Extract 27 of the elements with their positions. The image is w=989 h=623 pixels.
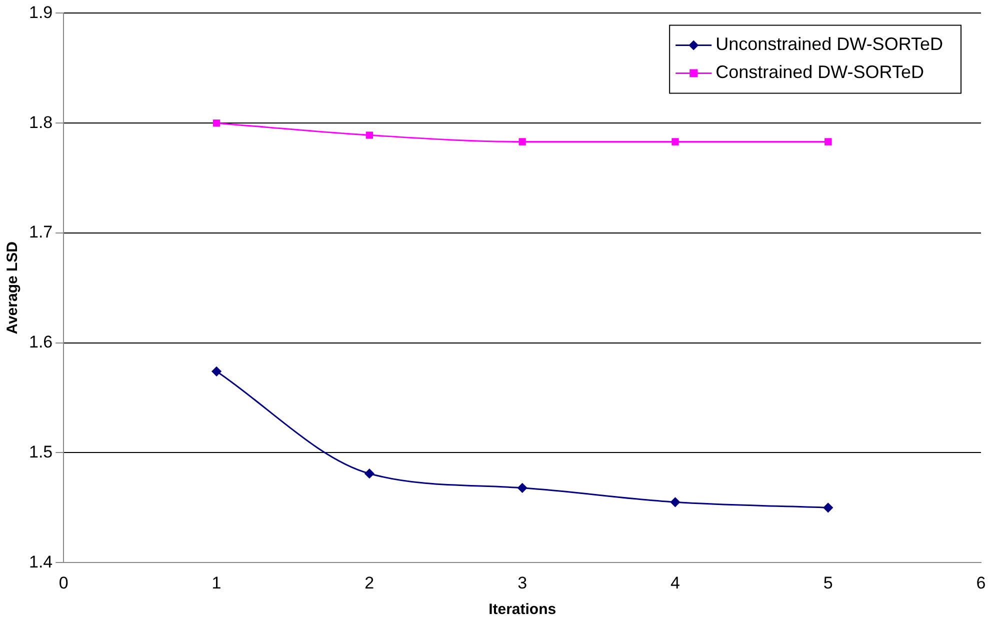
x-tick-label: 6: [976, 573, 986, 592]
point: [824, 138, 832, 146]
point: [518, 483, 528, 493]
point: [670, 497, 680, 507]
x-tick-label: 1: [212, 573, 222, 592]
legend-label: Constrained DW-SORTeD: [716, 62, 924, 82]
point: [366, 132, 373, 139]
y-tick-label: 1.4: [28, 552, 53, 572]
y-axis-title: Average LSD: [4, 241, 22, 334]
y-tick-label: 1.5: [28, 442, 53, 462]
y-tick-label: 1.6: [28, 332, 53, 352]
x-tick-label: 5: [823, 573, 833, 592]
x-tick-label: 0: [58, 573, 68, 592]
x-tick-label: 3: [518, 573, 528, 592]
y-tick-label: 1.9: [28, 2, 53, 22]
point: [212, 120, 220, 127]
x-tick-label: 4: [670, 573, 680, 592]
legend-label: Unconstrained DW-SORTeD: [716, 34, 944, 54]
y-tick-label: 1.8: [28, 112, 53, 132]
x-axis-title: Iterations: [488, 601, 556, 618]
point: [364, 468, 374, 478]
point: [823, 502, 833, 512]
point: [672, 138, 679, 146]
x-tick-label: 2: [364, 573, 374, 592]
point: [212, 366, 222, 376]
point: [518, 138, 526, 146]
y-tick-label: 1.7: [28, 222, 53, 242]
